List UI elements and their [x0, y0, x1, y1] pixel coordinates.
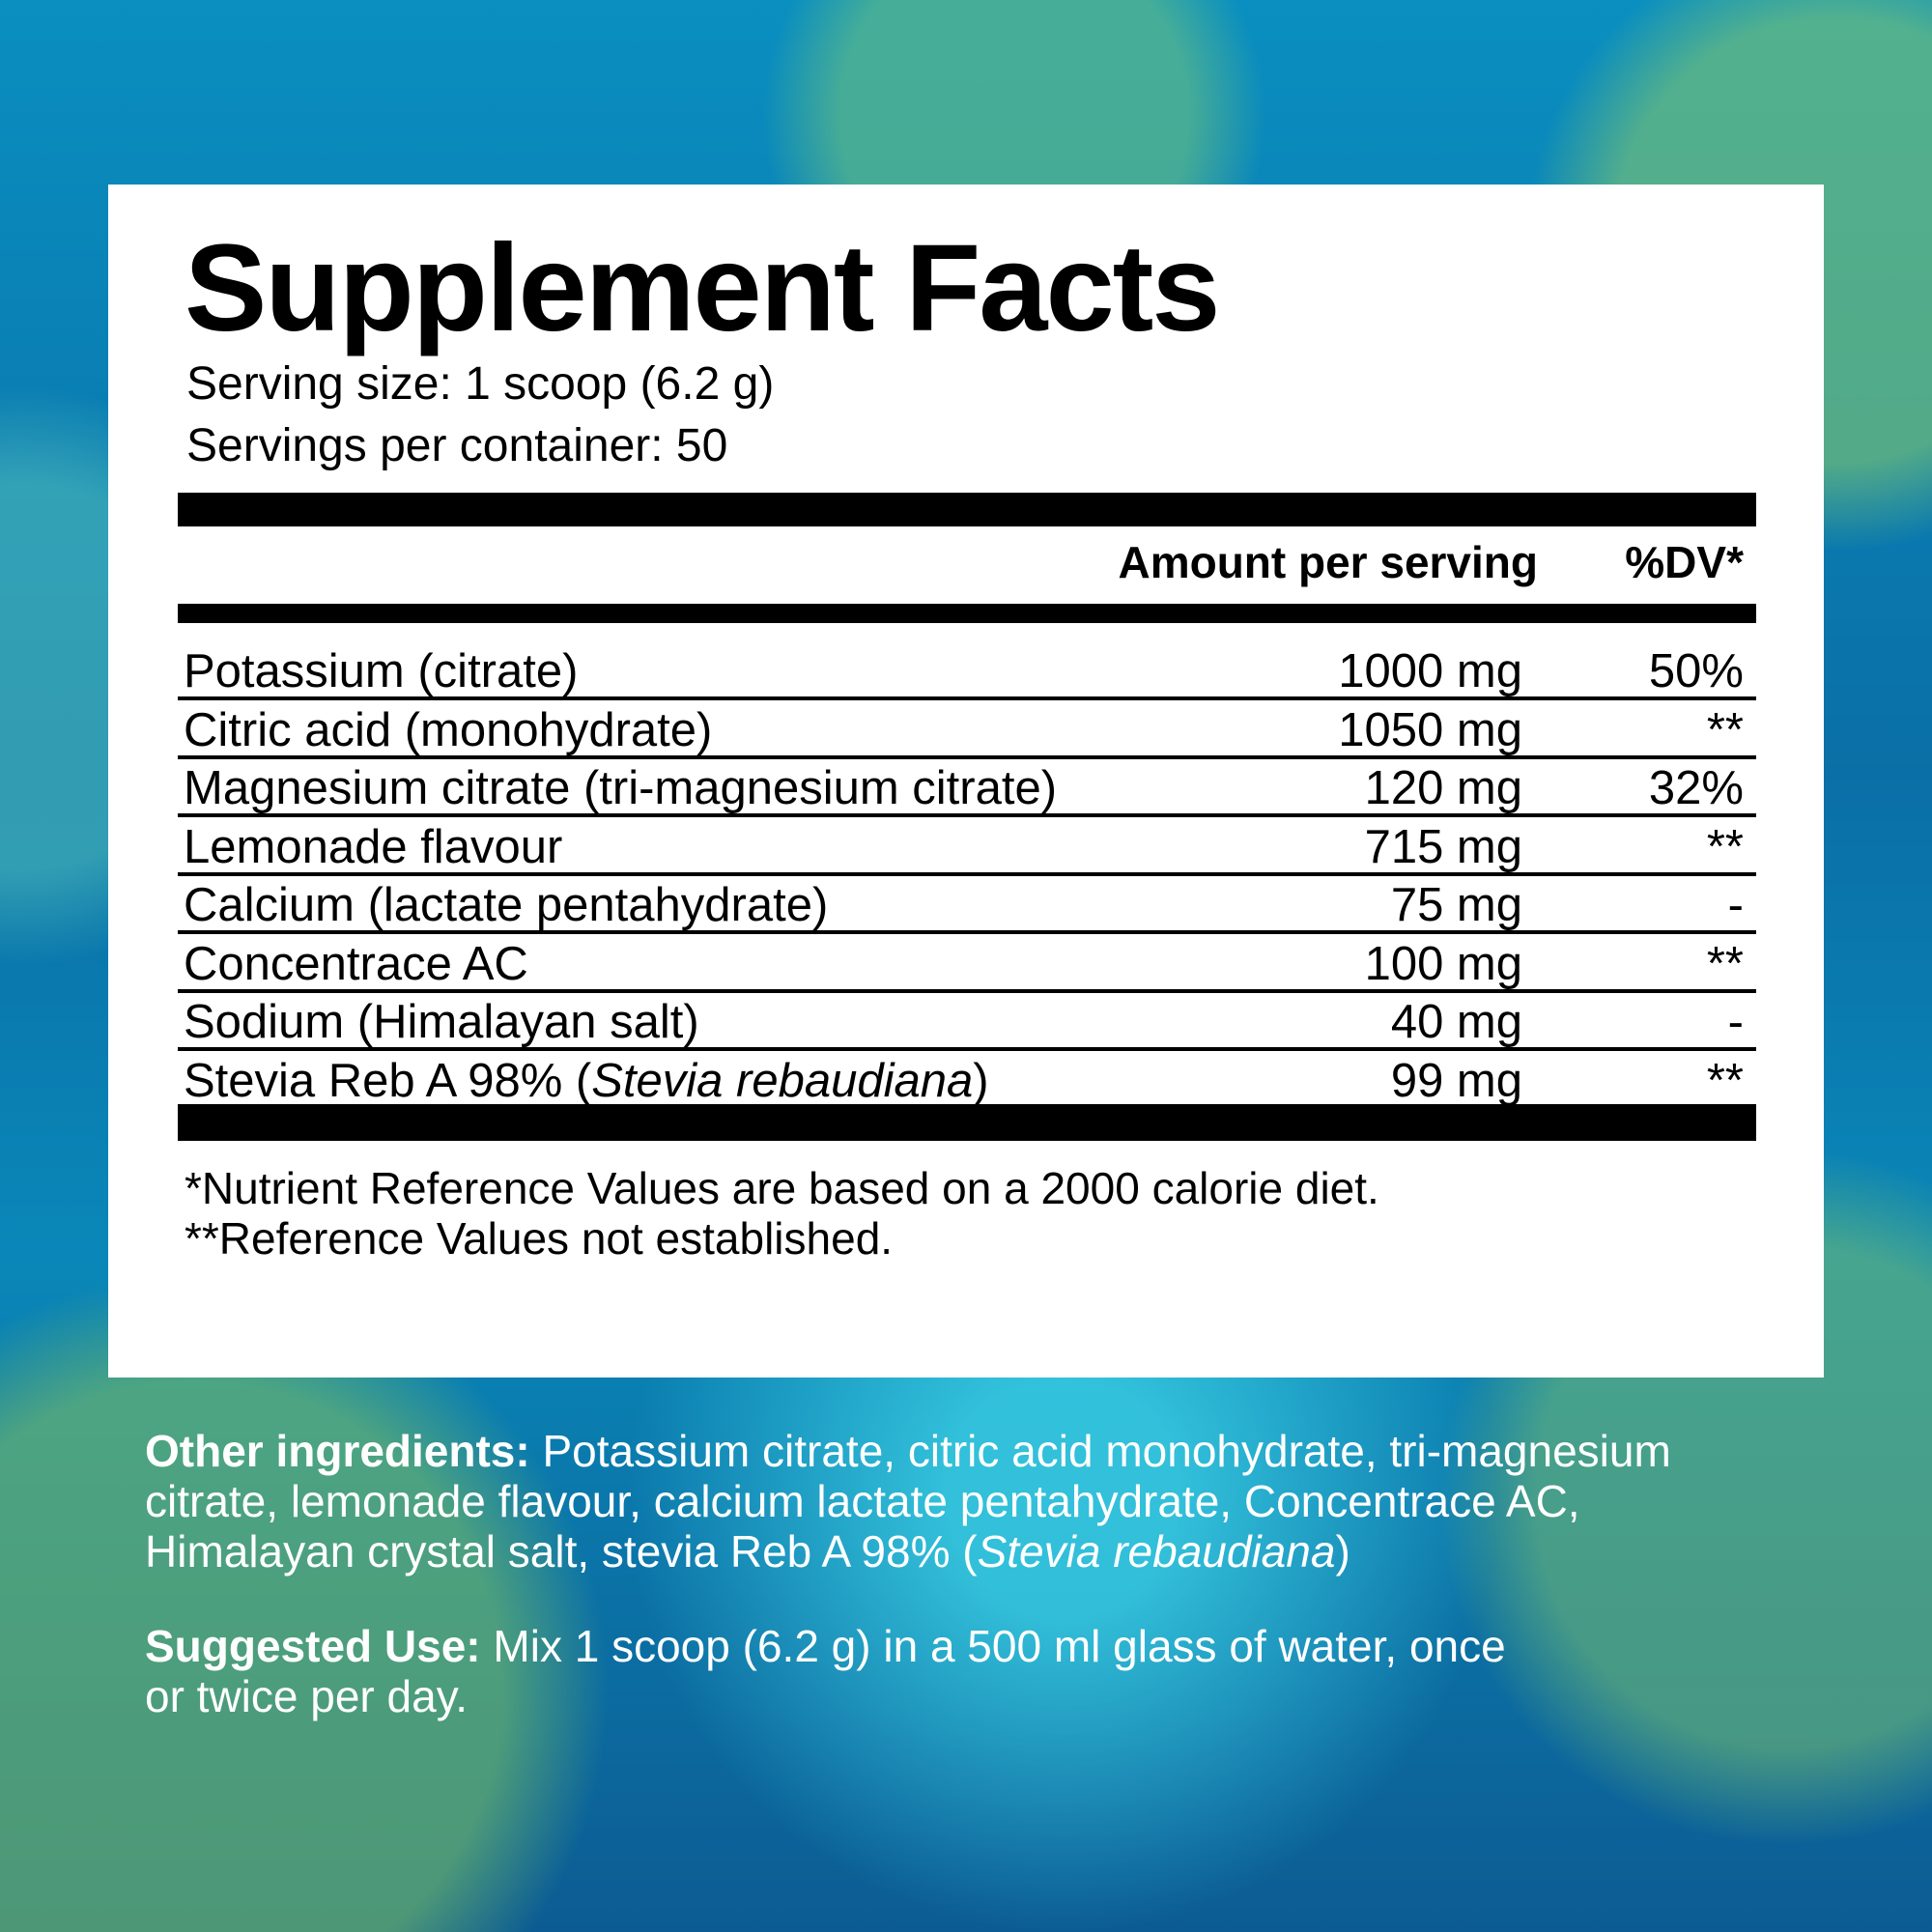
table-row: Lemonade flavour 715 mg **	[178, 814, 1756, 876]
table-row: Sodium (Himalayan salt) 40 mg -	[178, 989, 1756, 1051]
nutrient-name: Concentrace AC	[184, 937, 528, 990]
nutrient-amount: 715 mg	[1364, 820, 1522, 873]
footnote: **Reference Values not established.	[185, 1213, 894, 1264]
nutrient-dv: **	[1706, 1054, 1744, 1107]
divider-thick	[178, 604, 1756, 623]
table-row: Concentrace AC 100 mg **	[178, 931, 1756, 993]
nutrient-amount: 120 mg	[1364, 762, 1522, 814]
other-ingredients: Other ingredients: Potassium citrate, ci…	[145, 1426, 1787, 1577]
nutrient-name: Lemonade flavour	[184, 820, 563, 873]
nutrient-name: Potassium (citrate)	[184, 645, 579, 697]
other-ingredients-label: Other ingredients:	[145, 1426, 530, 1476]
suggested-use-label: Suggested Use:	[145, 1621, 481, 1671]
nutrient-name: Magnesium citrate (tri-magnesium citrate…	[184, 762, 1058, 814]
page-title: Supplement Facts	[185, 219, 1220, 357]
nutrient-amount: 99 mg	[1390, 1054, 1522, 1107]
nutrient-name: Calcium (lactate pentahydrate)	[184, 879, 829, 931]
nutrient-dv: -	[1727, 996, 1744, 1048]
other-ingredients-text: Potassium citrate, citric acid monohydra…	[145, 1426, 1671, 1577]
dv-header: %DV*	[1625, 537, 1744, 587]
nutrient-dv: **	[1706, 703, 1744, 756]
nutrient-amount: 1050 mg	[1338, 703, 1522, 756]
nutrient-dv: **	[1706, 820, 1744, 873]
nutrient-amount: 75 mg	[1390, 879, 1522, 931]
suggested-use: Suggested Use: Mix 1 scoop (6.2 g) in a …	[145, 1621, 1517, 1721]
table-row: Citric acid (monohydrate) 1050 mg **	[178, 697, 1756, 759]
table-row: Calcium (lactate pentahydrate) 75 mg -	[178, 872, 1756, 934]
serving-size: Serving size: 1 scoop (6.2 g)	[186, 358, 775, 410]
nutrient-dv: **	[1706, 937, 1744, 990]
nutrient-amount: 100 mg	[1364, 937, 1522, 990]
nutrient-dv: 50%	[1648, 645, 1744, 697]
nutrient-amount: 1000 mg	[1338, 645, 1522, 697]
divider-thick	[178, 493, 1756, 526]
nutrient-amount: 40 mg	[1390, 996, 1522, 1048]
servings-per-container: Servings per container: 50	[186, 420, 728, 471]
nutrient-dv: -	[1727, 879, 1744, 931]
table-row: Magnesium citrate (tri-magnesium citrate…	[178, 755, 1756, 817]
nutrient-name: Sodium (Himalayan salt)	[184, 996, 699, 1048]
nutrient-name: Stevia Reb A 98% (Stevia rebaudiana)	[184, 1054, 989, 1107]
suggested-use-text: Mix 1 scoop (6.2 g) in a 500 ml glass of…	[145, 1621, 1506, 1721]
other-ingredients-italic: Stevia rebaudiana	[977, 1526, 1336, 1577]
supplement-facts-panel	[108, 185, 1824, 1378]
other-ingredients-end: )	[1335, 1526, 1350, 1577]
nutrient-dv: 32%	[1648, 762, 1744, 814]
table-row: Potassium (citrate) 1000 mg 50%	[178, 639, 1756, 700]
footnote: *Nutrient Reference Values are based on …	[185, 1163, 1379, 1213]
nutrient-name: Citric acid (monohydrate)	[184, 703, 713, 756]
amount-header: Amount per serving	[1118, 537, 1538, 587]
divider-thick	[178, 1104, 1756, 1141]
table-row: Stevia Reb A 98% (Stevia rebaudiana) 99 m…	[178, 1048, 1756, 1107]
